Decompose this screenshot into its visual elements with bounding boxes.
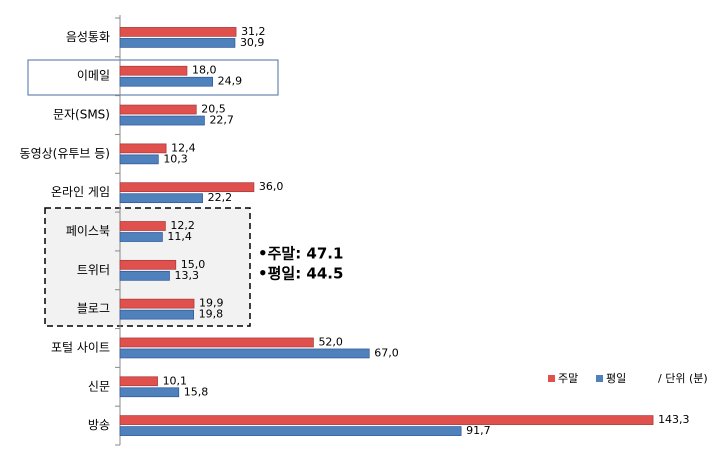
bar xyxy=(119,182,255,193)
category-label: 신문 xyxy=(88,379,110,393)
value-label: 10,1 xyxy=(163,374,188,387)
annotation: •주말: 47.1 xyxy=(258,245,343,263)
bar xyxy=(119,154,159,165)
category-label: 온라인 게임 xyxy=(51,185,110,199)
legend-label: 주말 xyxy=(558,372,578,385)
value-label: 15,0 xyxy=(181,258,206,271)
bar xyxy=(119,298,195,309)
unit-label: / 단위 (분) xyxy=(658,372,708,385)
category-label: 문자(SMS) xyxy=(53,108,110,122)
category-label: 블로그 xyxy=(77,302,110,316)
value-label: 22,2 xyxy=(208,191,233,204)
value-label: 18,0 xyxy=(192,64,217,77)
bar xyxy=(119,38,236,48)
value-label: 52,0 xyxy=(318,335,343,348)
category-label: 음성통화 xyxy=(66,30,110,44)
value-label: 12,4 xyxy=(171,141,196,154)
bar xyxy=(119,376,158,387)
value-label: 20,5 xyxy=(201,103,226,116)
category-label: 방송 xyxy=(88,418,110,432)
value-label: 13,3 xyxy=(174,269,199,282)
bar xyxy=(119,221,166,231)
bar xyxy=(119,193,203,204)
bar xyxy=(119,104,197,115)
value-label: 11,4 xyxy=(167,230,192,243)
highlight-box xyxy=(27,59,279,96)
value-label: 67,0 xyxy=(374,346,399,359)
legend-swatch xyxy=(548,375,555,382)
bar xyxy=(119,348,370,359)
bar xyxy=(119,337,314,348)
category-label: 포털 사이트 xyxy=(51,340,110,354)
bar xyxy=(119,115,205,126)
bar xyxy=(119,76,213,87)
value-label: 91,7 xyxy=(466,424,491,437)
bar xyxy=(119,387,180,398)
legend-label: 평일 xyxy=(606,371,626,385)
category-label: 동영상(유투브 등) xyxy=(20,146,110,160)
bar xyxy=(119,143,167,154)
value-label: 19,9 xyxy=(199,297,224,310)
value-label: 10,3 xyxy=(163,152,188,165)
bar xyxy=(119,415,654,425)
value-label: 22,7 xyxy=(209,114,234,127)
bar xyxy=(119,27,237,37)
value-label: 15,8 xyxy=(184,385,209,398)
value-label: 31,2 xyxy=(241,25,266,38)
category-label: 트위터 xyxy=(77,263,110,277)
value-label: 143,3 xyxy=(658,413,690,426)
legend-swatch xyxy=(596,375,603,382)
value-label: 19,8 xyxy=(199,308,224,321)
category-label: 이메일 xyxy=(77,69,110,83)
bar xyxy=(119,259,177,270)
value-label: 12,2 xyxy=(170,219,195,232)
bar xyxy=(119,65,188,76)
bar xyxy=(119,270,170,281)
bar xyxy=(119,426,462,436)
value-label: 24,9 xyxy=(218,75,243,88)
bar xyxy=(119,309,195,320)
value-label: 30,9 xyxy=(240,36,265,49)
category-label: 페이스북 xyxy=(66,224,110,238)
bar xyxy=(119,232,163,242)
value-label: 36,0 xyxy=(259,180,284,193)
annotation: •평일: 44.5 xyxy=(258,265,343,283)
